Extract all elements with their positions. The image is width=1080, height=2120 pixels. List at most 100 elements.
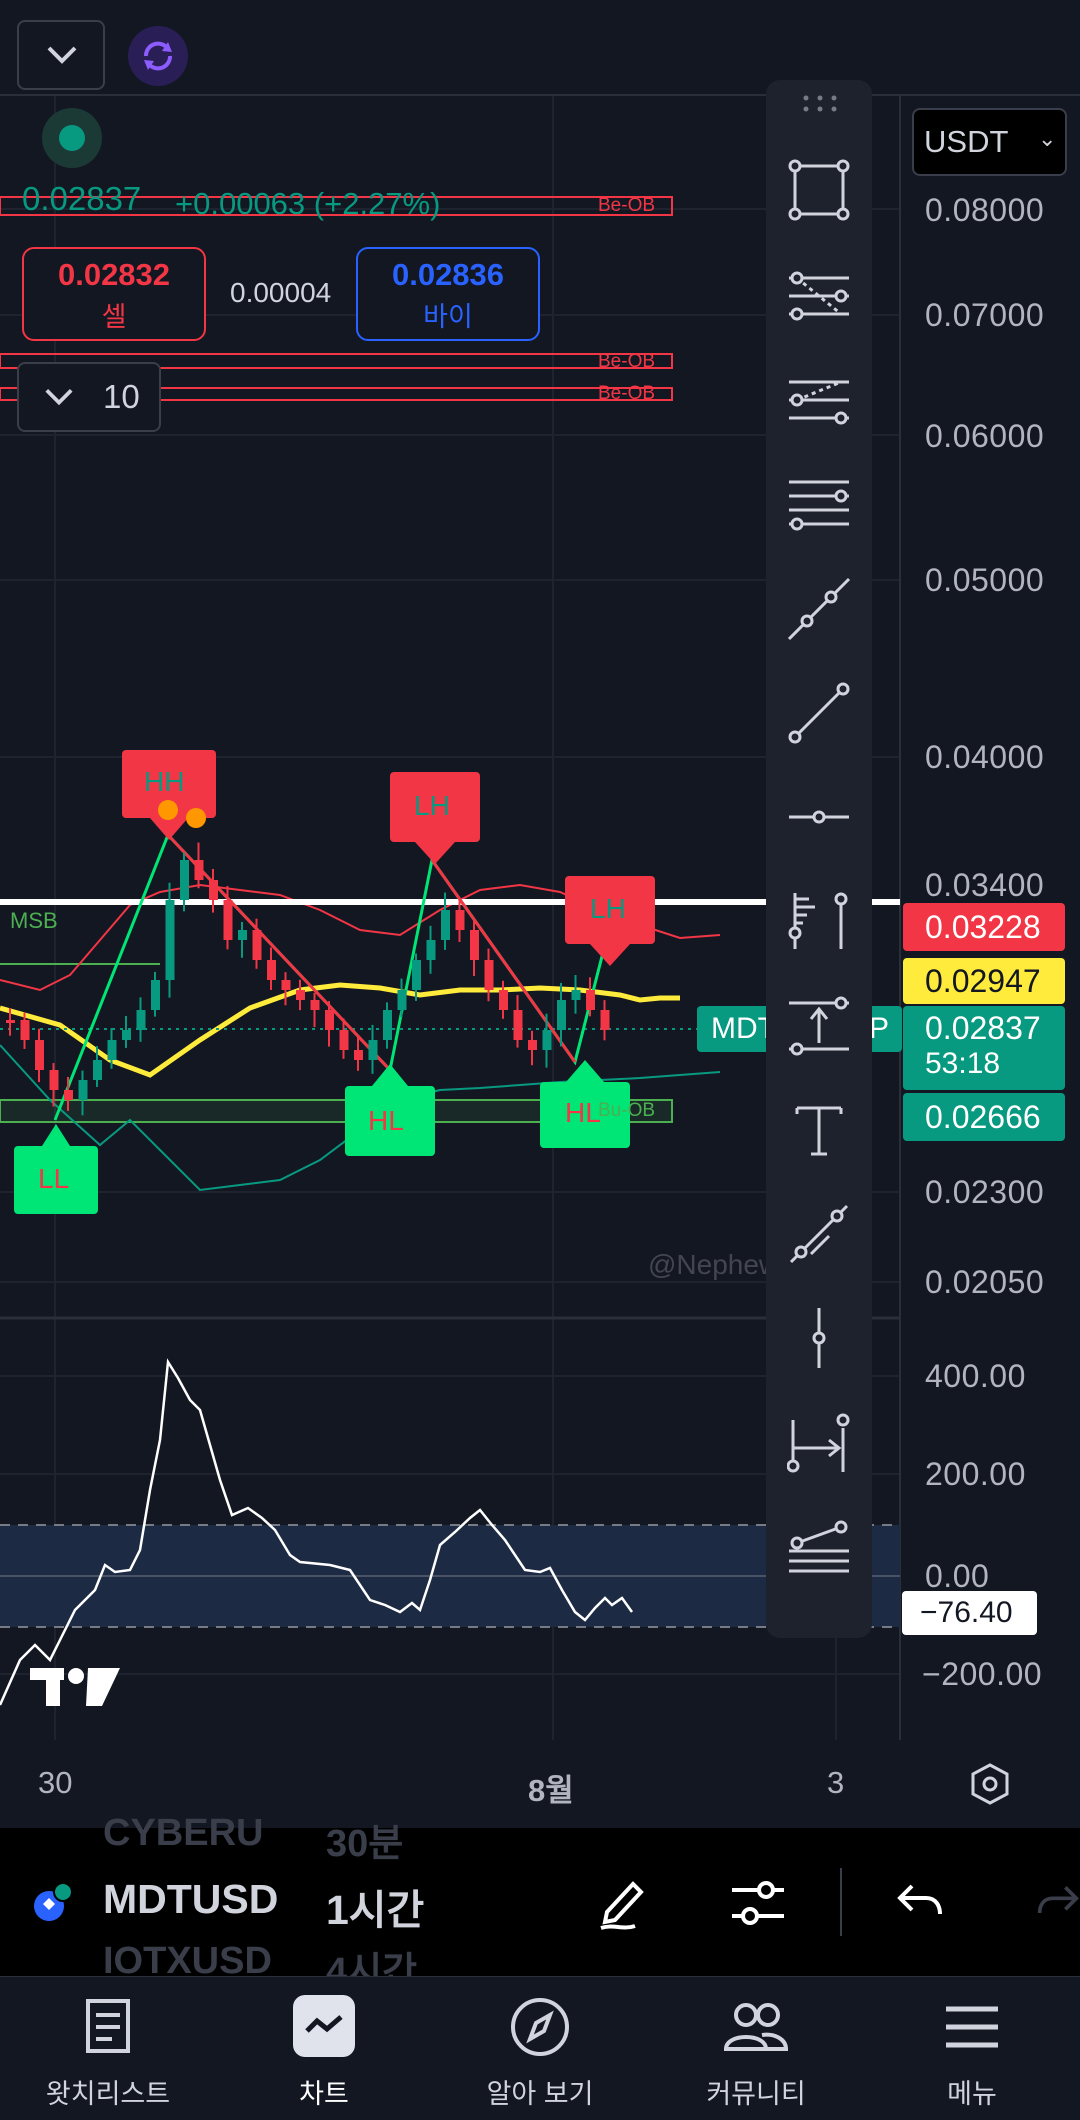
buy-price: 0.02836	[391, 257, 505, 292]
quantity-value: 10	[103, 378, 140, 415]
candle-body	[64, 1090, 73, 1100]
price-tick: 0.07000	[925, 297, 1045, 333]
horizontal-ray-tool[interactable]	[766, 774, 872, 864]
chevron-down-icon	[43, 384, 75, 413]
candle-body	[339, 1030, 349, 1050]
lh-label-1: LH	[414, 790, 450, 821]
candle-body	[107, 1040, 117, 1060]
candle-body	[93, 1060, 102, 1080]
candle-body	[571, 990, 581, 1000]
rectangle-tool[interactable]	[766, 147, 872, 237]
parallel-lines-tool[interactable]	[766, 461, 872, 551]
candle-body	[223, 900, 233, 940]
candle-body	[6, 1020, 15, 1023]
text-icon	[787, 1098, 851, 1167]
tab-label: 왓치리스트	[45, 2079, 171, 2109]
candle-body	[412, 960, 421, 990]
redo-button[interactable]	[1036, 1880, 1080, 1929]
timeframe-selector[interactable]: 1시간	[326, 1887, 425, 1933]
candle-body	[267, 960, 276, 980]
pitchfork-tool[interactable]	[766, 878, 872, 968]
text-tool[interactable]	[766, 1087, 872, 1177]
chart-area[interactable]: USDT ⌄ 0.02837 +0.00063 (+2.27%) Be-OB B…	[0, 0, 1080, 1828]
bottom-tab-bar[interactable]: 왓치리스트 차트 알아 보기 커뮤니티 메뉴	[0, 1976, 1080, 2120]
fib-retracement-tool[interactable]	[766, 253, 872, 343]
drawing-tools-button[interactable]	[593, 1872, 653, 1937]
indicators-button[interactable]	[728, 1876, 788, 1935]
sell-button[interactable]: 0.02832 셀	[22, 247, 206, 341]
trend-line-extended-tool[interactable]	[766, 566, 872, 656]
price-tag-yellow: 0.02947	[903, 958, 1065, 1004]
price-chart[interactable]	[0, 0, 1080, 1828]
candle-body	[78, 1080, 88, 1100]
fib-fan-tool[interactable]	[766, 1504, 872, 1594]
sell-label: 셀	[101, 302, 127, 332]
sell-price: 0.02832	[57, 257, 171, 292]
undo-button[interactable]	[896, 1880, 944, 1929]
pitchfork-icon	[787, 889, 851, 958]
symbol-bar[interactable]: CYBERU 30분 MDTUSD 1시간 IOTXUSD 4시간	[0, 1812, 1080, 1993]
candle-body	[252, 930, 262, 960]
fib-extension-tool[interactable]	[766, 357, 872, 447]
trend-line-tool[interactable]	[766, 670, 872, 760]
currency-label: USDT	[924, 124, 1009, 159]
candle-body	[281, 980, 291, 990]
tab-watchlist[interactable]: 왓치리스트	[0, 1977, 216, 2120]
price-tag-red: 0.03228	[903, 903, 1065, 951]
chart-icon	[293, 1995, 355, 2057]
buy-button[interactable]: 0.02836 바이	[356, 247, 540, 341]
quantity-selector[interactable]: 10	[17, 362, 161, 432]
refresh-icon	[138, 36, 178, 81]
watchlist-icon	[82, 1997, 134, 2060]
chart-settings-button[interactable]	[968, 1762, 1012, 1811]
drawing-toolbar[interactable]	[766, 80, 872, 1638]
candle-body	[136, 1010, 146, 1030]
date-range-icon	[786, 1410, 851, 1479]
ticker-last-price: 0.02837	[22, 180, 142, 217]
price-range-tool[interactable]	[766, 982, 872, 1072]
info-line-icon	[787, 1202, 851, 1271]
ll-label: LL	[38, 1163, 70, 1194]
time-tick: 8월	[528, 1773, 574, 1808]
tab-label: 차트	[299, 2079, 349, 2109]
indicator-tick: −200.00	[922, 1656, 1043, 1692]
toolbar-drag-handle[interactable]	[802, 94, 838, 114]
collapse-button[interactable]	[17, 20, 105, 90]
buy-label: 바이	[423, 302, 473, 332]
currency-select[interactable]: USDT ⌄	[912, 108, 1067, 176]
tab-label: 메뉴	[947, 2079, 997, 2109]
candle-countdown: 53:18	[925, 1047, 1001, 1080]
vertical-line-tool[interactable]	[766, 1295, 872, 1385]
hexagon-settings-icon	[968, 1763, 1012, 1810]
sync-button[interactable]	[128, 26, 188, 86]
candle-body	[383, 1010, 392, 1040]
tab-chart[interactable]: 차트	[216, 1977, 432, 2120]
candle-body	[209, 880, 218, 900]
price-tick: 0.02300	[925, 1174, 1045, 1210]
candle-body	[296, 990, 305, 1000]
candle-body	[470, 930, 479, 960]
watermark: @Nephew	[648, 1249, 780, 1280]
date-range-tool[interactable]	[766, 1399, 872, 1489]
tab-explore[interactable]: 알아 보기	[432, 1977, 648, 2120]
timeframe-prev: 30분	[326, 1823, 404, 1865]
tab-community[interactable]: 커뮤니티	[648, 1977, 864, 2120]
time-tick: 30	[38, 1765, 73, 1800]
time-tick: 3	[827, 1765, 845, 1800]
candle-body	[441, 910, 450, 940]
undo-icon	[896, 1884, 944, 1928]
fib-fan-icon	[787, 1515, 851, 1584]
indicator-tick: 200.00	[925, 1456, 1026, 1492]
market-status-indicator[interactable]	[42, 108, 102, 168]
symbol-name[interactable]: MDTUSD	[103, 1876, 279, 1922]
candle-body	[528, 1040, 537, 1050]
candle-body	[513, 1010, 523, 1040]
tab-label: 커뮤니티	[706, 2079, 806, 2109]
tab-menu[interactable]: 메뉴	[864, 1977, 1080, 2120]
price-tick: 0.06000	[925, 418, 1045, 454]
info-line-tool[interactable]	[766, 1191, 872, 1281]
symbol-logo	[33, 1882, 73, 1922]
candle-body	[600, 1010, 610, 1030]
price-tick: 0.02050	[925, 1264, 1045, 1300]
candle-body	[122, 1030, 131, 1040]
